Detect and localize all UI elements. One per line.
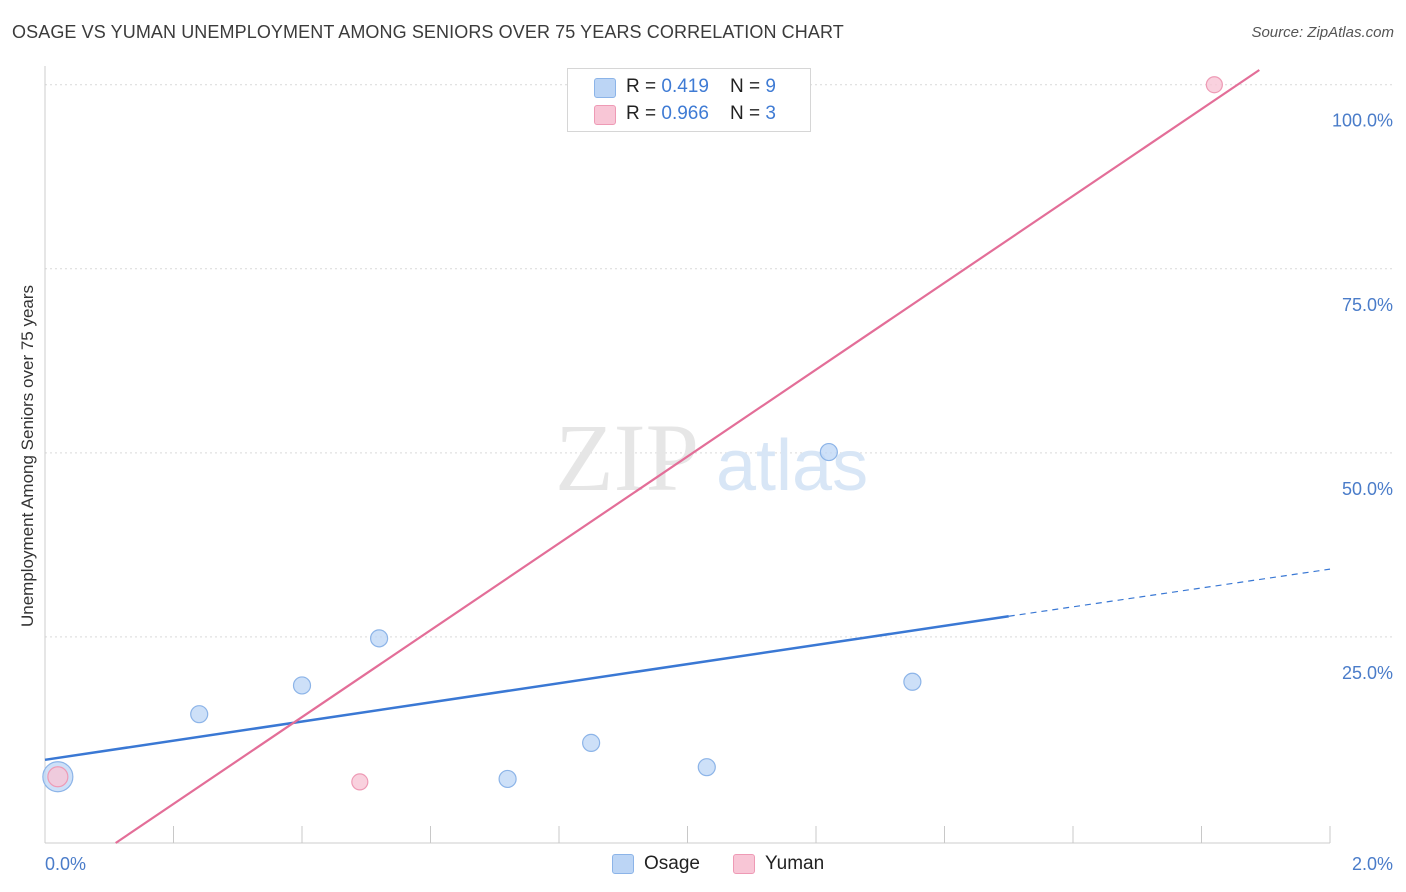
yuman-r-label: R = bbox=[626, 103, 662, 124]
axes bbox=[44, 66, 1331, 844]
osage-point-5 bbox=[582, 733, 601, 752]
y-axis-label: Unemployment Among Seniors over 75 years bbox=[18, 284, 37, 628]
yuman-point-0 bbox=[47, 766, 69, 788]
yuman-point-2 bbox=[1205, 76, 1223, 94]
osage-point-3 bbox=[370, 629, 389, 648]
yuman-r-value: 0.966 bbox=[661, 103, 709, 124]
yuman-n-value: 3 bbox=[765, 103, 776, 124]
osage-legend-label: Osage bbox=[644, 853, 700, 874]
osage-point-8 bbox=[903, 672, 922, 691]
yuman-point-1 bbox=[351, 773, 369, 791]
x-tick-label-min: 0.0% bbox=[45, 854, 86, 874]
osage-n-value: 9 bbox=[765, 76, 776, 97]
scatter-points bbox=[42, 76, 1223, 793]
correlation-legend: R = 0.419 N = 9 R = 0.966 N = 3 bbox=[567, 68, 811, 132]
source-label: Source: ZipAtlas.com bbox=[1251, 24, 1394, 41]
yuman-trend-line bbox=[115, 69, 1260, 844]
x-tick-labels: 0.0% 2.0% bbox=[45, 854, 1393, 874]
watermark: ZIP bbox=[555, 404, 699, 511]
osage-point-2 bbox=[292, 676, 312, 695]
osage-trend-extension bbox=[1008, 568, 1331, 617]
y-tick-label-1: 50.0% bbox=[1342, 479, 1393, 499]
y-tick-label-0: 25.0% bbox=[1342, 663, 1393, 683]
chart-title: OSAGE VS YUMAN UNEMPLOYMENT AMONG SENIOR… bbox=[12, 22, 844, 42]
yuman-legend-swatch bbox=[733, 854, 755, 874]
osage-trend-line bbox=[44, 615, 1009, 762]
y-tick-label-2: 75.0% bbox=[1342, 295, 1393, 315]
osage-n-label: N = bbox=[730, 76, 766, 97]
osage-legend-swatch bbox=[612, 854, 634, 874]
osage-point-4 bbox=[498, 769, 517, 789]
osage-point-7 bbox=[819, 442, 838, 462]
trend-lines bbox=[44, 69, 1331, 844]
watermark-atlas: atlas bbox=[716, 426, 868, 506]
osage-point-1 bbox=[190, 705, 209, 724]
yuman-legend-label: Yuman bbox=[765, 853, 825, 874]
osage-r-label: R = bbox=[626, 76, 662, 97]
yuman-n-label: N = bbox=[730, 103, 766, 124]
y-tick-labels: 25.0% 50.0% 75.0% 100.0% bbox=[1332, 111, 1393, 683]
osage-point-6 bbox=[697, 758, 716, 777]
yuman-swatch bbox=[594, 105, 616, 125]
osage-swatch bbox=[594, 78, 616, 98]
y-tick-label-3: 100.0% bbox=[1332, 111, 1393, 131]
grid-lines bbox=[45, 84, 1393, 638]
osage-r-value: 0.419 bbox=[661, 76, 709, 97]
x-tick-label-max: 2.0% bbox=[1352, 854, 1393, 874]
